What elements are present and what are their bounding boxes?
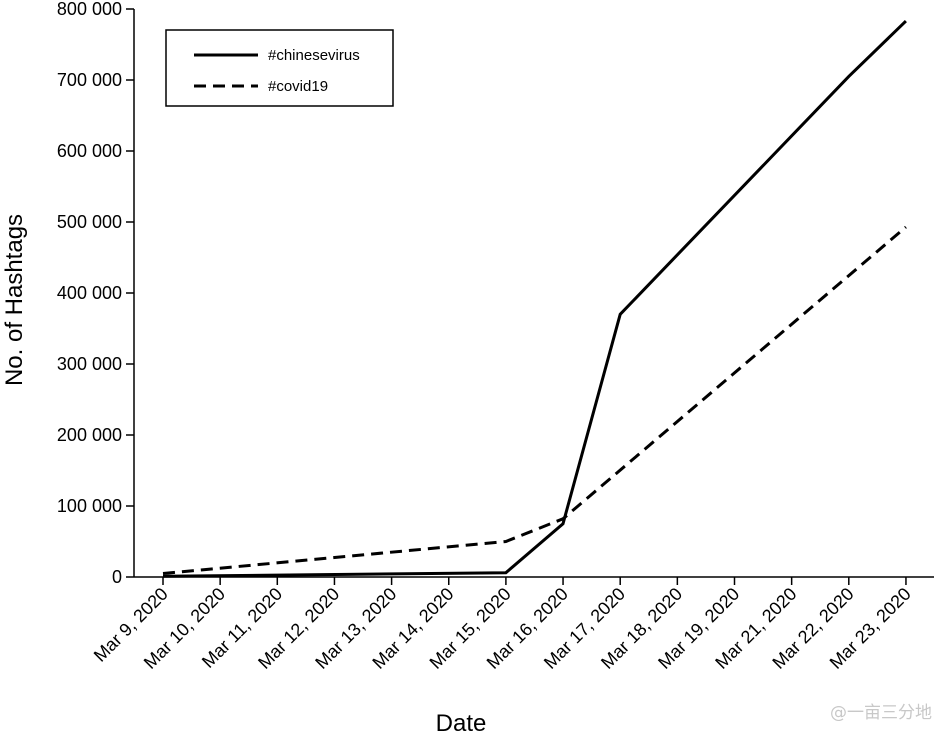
y-ticks: 0 100 000 200 000 300 000 400 000 500 000 600 … (57, 0, 134, 587)
y-tick-label: 500 000 (57, 212, 122, 232)
y-tick-label: 0 (112, 567, 122, 587)
series-line-chinesevirus (162, 20, 907, 578)
y-tick-label: 700 000 (57, 70, 122, 90)
legend-label-chinesevirus: #chinesevirus (268, 47, 360, 64)
y-tick-label: 800 000 (57, 0, 122, 19)
series-line-covid19 (162, 225, 907, 575)
y-tick-label: 200 000 (57, 425, 122, 445)
y-tick-label: 400 000 (57, 283, 122, 303)
y-axis-title: No. of Hashtags (1, 214, 28, 386)
legend-box (165, 29, 394, 107)
watermark-text: @一亩三分地 (830, 703, 932, 723)
y-tick-label: 600 000 (57, 141, 122, 161)
series-lines (162, 20, 907, 578)
x-axis-title: Date (436, 710, 487, 734)
y-tick-label: 100 000 (57, 496, 122, 516)
y-tick-label: 300 000 (57, 354, 122, 374)
legend-label-covid19: #covid19 (268, 78, 328, 95)
legend: #chinesevirus #covid19 (165, 29, 394, 107)
